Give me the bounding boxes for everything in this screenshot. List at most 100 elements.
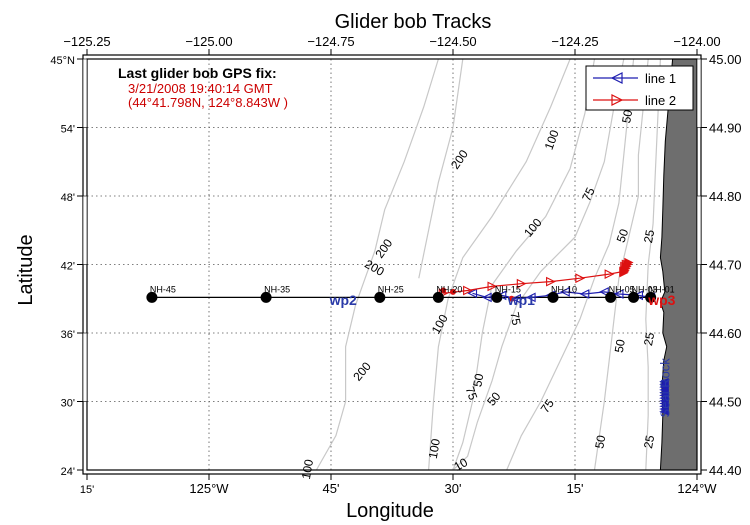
top-tick-label: −124.75 — [307, 34, 354, 49]
track-line-1-marker — [599, 287, 609, 297]
station-dot — [605, 291, 617, 303]
track-line-2-marker — [575, 273, 586, 284]
contour-label: 25 — [641, 228, 657, 244]
contour-label: 25 — [641, 434, 657, 450]
right-tick-label: 44.70 — [709, 258, 742, 273]
map-title: Glider bob Tracks — [335, 11, 492, 33]
track-line-1-marker — [467, 288, 478, 299]
bottom-tick-label: 30' — [445, 481, 462, 496]
track-line-2-marker — [487, 281, 498, 292]
axis-ticks: −125.25 −125.00 −124.75 −124.50 −124.25 −124.… — [50, 34, 741, 496]
track-line-2-start-marker — [450, 288, 456, 295]
frame-segment — [696, 58, 702, 128]
station-dot — [260, 291, 272, 303]
track-line-1-marker — [525, 292, 536, 303]
station-label: NH-05 — [609, 284, 635, 294]
left-tick-label: 36' — [61, 329, 75, 341]
left-tick-label: 42' — [61, 261, 75, 273]
station-dot — [628, 291, 640, 303]
station-label: NH-10 — [551, 284, 577, 294]
legend-line-2-label: line 2 — [645, 93, 676, 108]
contour-label: 50 — [470, 372, 486, 388]
contour-label: 100 — [299, 458, 316, 480]
top-tick-label: −124.00 — [673, 34, 720, 49]
track-line-1-marker — [511, 293, 521, 304]
station-dot — [374, 291, 386, 303]
station-dot — [645, 291, 657, 303]
place-label: Seal Rock — [657, 358, 672, 418]
station-label: NH-20 — [436, 284, 462, 294]
station-label: NH-25 — [378, 284, 404, 294]
bottom-tick-label: 45' — [323, 481, 340, 496]
bottom-tick-label: 124°W — [677, 481, 717, 496]
right-tick-label: 44.40 — [709, 463, 742, 478]
track-line-2-start-marker — [508, 295, 515, 302]
contour-label: 75 — [579, 185, 597, 203]
bathymetry-contour — [593, 58, 649, 471]
bottom-tick-label: 15' — [80, 484, 94, 496]
station-label: NH-01 — [649, 284, 675, 294]
track-line-2-marker — [624, 257, 634, 268]
track-line-2-marker — [516, 278, 527, 289]
legend: line 1 line 2 — [585, 65, 694, 111]
top-tick-label: −125.00 — [185, 34, 232, 49]
contour-label: 100 — [542, 128, 562, 152]
track-line-2-marker — [546, 276, 556, 287]
waypoint-label: wp3 — [647, 292, 675, 308]
station-label: NH-03 — [632, 284, 658, 294]
coastline-land — [659, 58, 698, 471]
last-fix-position: (44°41.798N, 124°8.843W ) — [128, 95, 288, 110]
bathymetry-contour — [315, 58, 439, 471]
bottom-tick-label: 15' — [567, 481, 584, 496]
waypoint-labels: wp2 wp1 wp3 Seal Rock — [329, 292, 676, 418]
right-tick-label: 44.60 — [709, 326, 742, 341]
station-markers: NH-45 NH-35 NH-25 NH-20 NH-15 NH-10 NH-05NH-03… — [146, 284, 675, 303]
last-fix-time: 3/21/2008 19:40:14 GMT — [128, 81, 273, 96]
frame-segment — [82, 58, 88, 128]
contour-label: 10 — [451, 455, 470, 474]
station-label: NH-45 — [150, 284, 176, 294]
contour-label: 50 — [612, 338, 628, 354]
y-axis-label: Latitude — [15, 234, 37, 305]
frame-segment — [82, 332, 88, 402]
top-tick-label: −124.25 — [551, 34, 598, 49]
bathymetry-contour — [645, 58, 661, 471]
contour-label: 100 — [426, 437, 443, 459]
contour-label: 75 — [507, 311, 523, 327]
contour-label: 50 — [619, 108, 635, 124]
bottom-tick-label: 125°W — [189, 481, 229, 496]
track-line-1-marker — [613, 289, 624, 299]
station-label: NH-15 — [495, 284, 521, 294]
left-tick-label: 24' — [61, 466, 75, 478]
legend-line-1-label: line 1 — [645, 71, 676, 86]
ocean-background — [87, 59, 697, 470]
contour-label: 75 — [463, 385, 481, 403]
track-line-1-marker — [560, 287, 570, 297]
bathymetry-contour — [506, 58, 635, 471]
right-tick-label: 45.00 — [709, 52, 742, 67]
station-dot — [491, 291, 503, 303]
frame-segment — [696, 195, 702, 265]
legend-box — [585, 65, 694, 111]
track-line-1-marker — [659, 378, 669, 386]
contour-label: 25 — [641, 331, 657, 347]
bathymetry-contour — [452, 58, 625, 471]
last-fix-heading: Last glider bob GPS fix: — [118, 65, 277, 81]
left-tick-label: 30' — [61, 398, 75, 410]
x-axis-label: Longitude — [346, 500, 434, 522]
right-tick-label: 44.80 — [709, 189, 742, 204]
bathymetry-contour — [428, 58, 571, 471]
top-tick-label: −125.25 — [63, 34, 110, 49]
contour-label: 50 — [592, 434, 608, 450]
left-tick-label: 45°N — [50, 55, 75, 67]
frame-segment — [696, 332, 702, 402]
bathymetry-contour — [418, 58, 464, 279]
station-dot — [432, 291, 444, 303]
top-tick-label: −124.50 — [429, 34, 476, 49]
track-line-1-marker — [579, 289, 590, 299]
station-dot — [547, 291, 559, 303]
left-tick-label: 54' — [61, 124, 75, 136]
frame-segment — [82, 195, 88, 265]
